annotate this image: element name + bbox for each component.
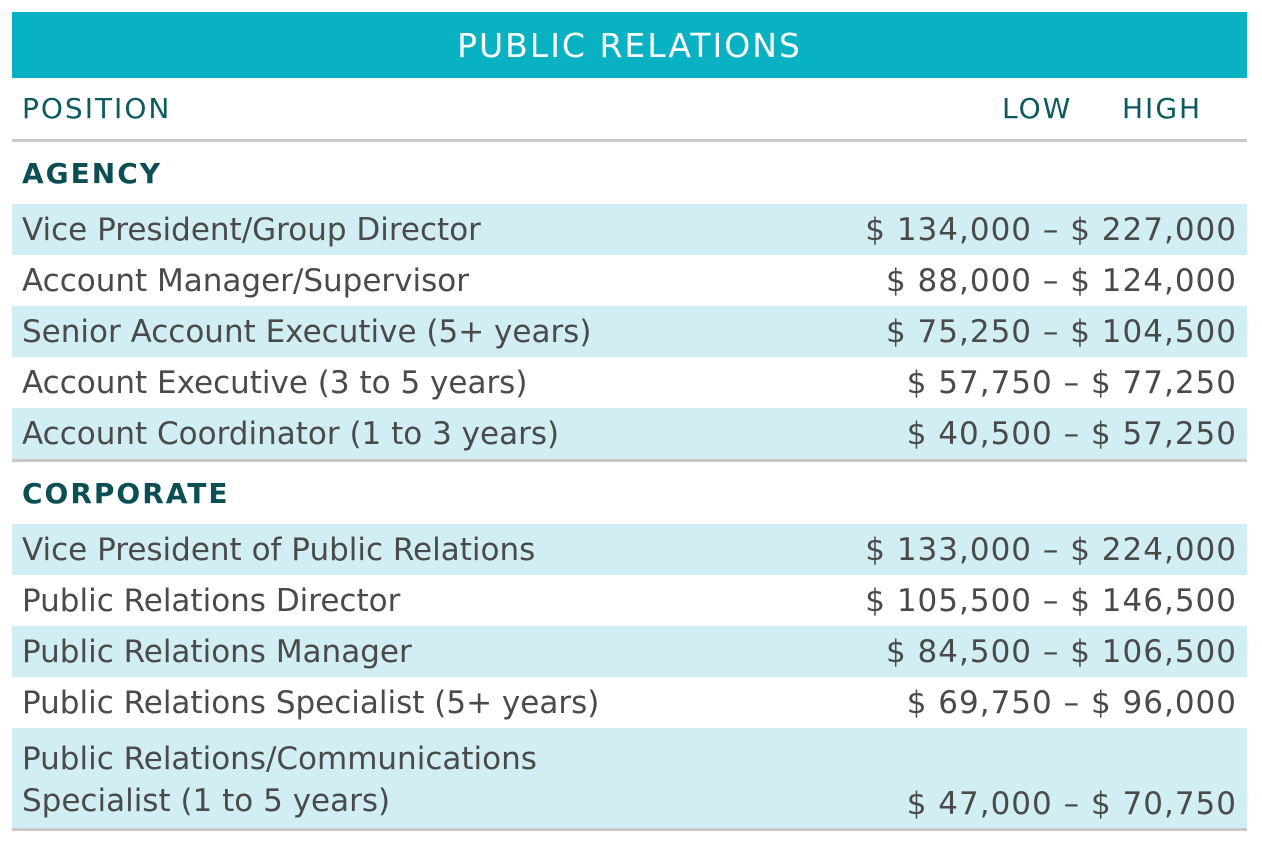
column-header-low: LOW (1002, 92, 1073, 125)
position-label: Account Executive (3 to 5 years) (22, 364, 528, 401)
position-label: Account Manager/Supervisor (22, 262, 469, 299)
table-row: Account Executive (3 to 5 years) $ 57,75… (12, 357, 1247, 408)
section-divider (12, 459, 1247, 462)
section-heading-corporate: CORPORATE (22, 476, 230, 510)
salary-range: $ 40,500 – $ 57,250 (906, 415, 1237, 452)
position-label-line-2: Specialist (1 to 5 years) (22, 783, 391, 819)
position-label: Public Relations Manager (22, 633, 412, 670)
position-label: Account Coordinator (1 to 3 years) (22, 415, 560, 452)
table-row: Public Relations/Communications Speciali… (12, 728, 1247, 828)
salary-range: $ 47,000 – $ 70,750 (906, 786, 1237, 822)
position-label: Public Relations/Communications Speciali… (12, 738, 907, 822)
table-row: Public Relations Manager $ 84,500 – $ 10… (12, 626, 1247, 677)
column-header-high: HIGH (1122, 92, 1203, 125)
position-label: Senior Account Executive (5+ years) (22, 313, 592, 350)
salary-range: $ 134,000 – $ 227,000 (865, 211, 1237, 248)
column-header-row: POSITION LOW HIGH (12, 78, 1247, 142)
table-title: PUBLIC RELATIONS (12, 12, 1247, 78)
salary-range: $ 57,750 – $ 77,250 (906, 364, 1237, 401)
section-heading-agency: AGENCY (22, 156, 163, 190)
position-label: Public Relations Specialist (5+ years) (22, 684, 600, 721)
salary-range: $ 105,500 – $ 146,500 (865, 582, 1237, 619)
position-label: Vice President/Group Director (22, 211, 481, 248)
table-row: Account Coordinator (1 to 3 years) $ 40,… (12, 408, 1247, 459)
table-row: Senior Account Executive (5+ years) $ 75… (12, 306, 1247, 357)
position-label-line-1: Public Relations/Communications (22, 741, 537, 777)
column-header-position: POSITION (22, 92, 172, 125)
salary-range: $ 69,750 – $ 96,000 (906, 684, 1237, 721)
section-divider (12, 828, 1247, 831)
table-row: Vice President/Group Director $ 134,000 … (12, 204, 1247, 255)
table-row: Vice President of Public Relations $ 133… (12, 524, 1247, 575)
salary-range: $ 133,000 – $ 224,000 (865, 531, 1237, 568)
salary-range: $ 84,500 – $ 106,500 (885, 633, 1237, 670)
table-row: Account Manager/Supervisor $ 88,000 – $ … (12, 255, 1247, 306)
position-label: Public Relations Director (22, 582, 401, 619)
salary-range: $ 75,250 – $ 104,500 (885, 313, 1237, 350)
table-row: Public Relations Specialist (5+ years) $… (12, 677, 1247, 728)
table-row: Public Relations Director $ 105,500 – $ … (12, 575, 1247, 626)
salary-table: PUBLIC RELATIONS POSITION LOW HIGH AGENC… (12, 12, 1247, 831)
position-label: Vice President of Public Relations (22, 531, 536, 568)
salary-range: $ 88,000 – $ 124,000 (885, 262, 1237, 299)
